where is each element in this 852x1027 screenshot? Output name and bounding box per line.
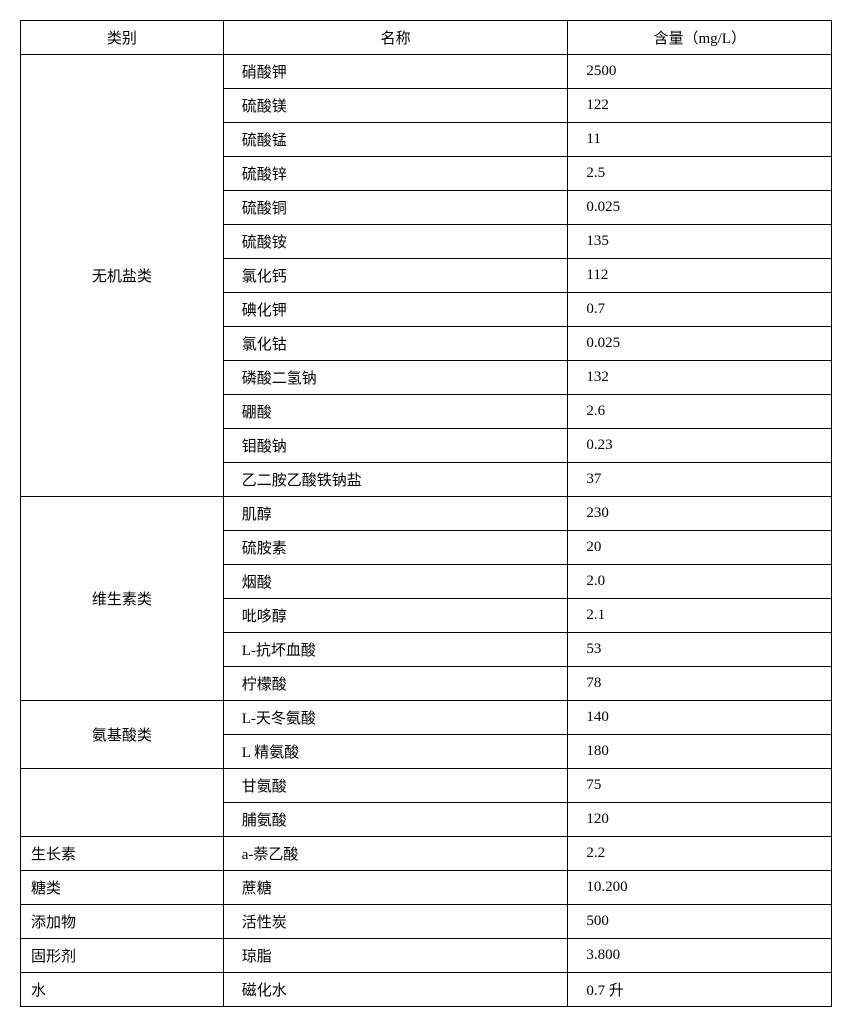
table-row: 生长素a-萘乙酸2.2 — [21, 837, 832, 871]
category-cell: 生长素 — [21, 837, 224, 871]
name-cell: 烟酸 — [223, 565, 568, 599]
value-cell: 180 — [568, 735, 832, 769]
value-cell: 0.7 升 — [568, 973, 832, 1007]
composition-table: 类别 名称 含量（mg/L） 无机盐类硝酸钾2500硫酸镁122硫酸锰11硫酸锌… — [20, 20, 832, 1007]
table-row: 甘氨酸75 — [21, 769, 832, 803]
category-cell: 水 — [21, 973, 224, 1007]
name-cell: 钼酸钠 — [223, 429, 568, 463]
table-body: 无机盐类硝酸钾2500硫酸镁122硫酸锰11硫酸锌2.5硫酸铜0.025硫酸铵1… — [21, 55, 832, 1007]
name-cell: L-抗坏血酸 — [223, 633, 568, 667]
name-cell: 硫胺素 — [223, 531, 568, 565]
value-cell: 11 — [568, 123, 832, 157]
name-cell: 磷酸二氢钠 — [223, 361, 568, 395]
name-cell: a-萘乙酸 — [223, 837, 568, 871]
header-value: 含量（mg/L） — [568, 21, 832, 55]
name-cell: 甘氨酸 — [223, 769, 568, 803]
value-cell: 2.1 — [568, 599, 832, 633]
category-cell: 维生素类 — [21, 497, 224, 701]
value-cell: 10.200 — [568, 871, 832, 905]
value-cell: 0.7 — [568, 293, 832, 327]
header-name: 名称 — [223, 21, 568, 55]
name-cell: 氯化钴 — [223, 327, 568, 361]
table-row: 氨基酸类L-天冬氨酸140 — [21, 701, 832, 735]
name-cell: 蔗糖 — [223, 871, 568, 905]
value-cell: 2.2 — [568, 837, 832, 871]
value-cell: 120 — [568, 803, 832, 837]
value-cell: 2.0 — [568, 565, 832, 599]
category-cell: 添加物 — [21, 905, 224, 939]
name-cell: 脯氨酸 — [223, 803, 568, 837]
category-cell: 固形剂 — [21, 939, 224, 973]
name-cell: 吡哆醇 — [223, 599, 568, 633]
name-cell: L 精氨酸 — [223, 735, 568, 769]
table-row: 固形剂琼脂3.800 — [21, 939, 832, 973]
value-cell: 2.6 — [568, 395, 832, 429]
value-cell: 112 — [568, 259, 832, 293]
name-cell: 柠檬酸 — [223, 667, 568, 701]
name-cell: 硫酸铜 — [223, 191, 568, 225]
name-cell: 硫酸锰 — [223, 123, 568, 157]
name-cell: 硫酸锌 — [223, 157, 568, 191]
value-cell: 0.23 — [568, 429, 832, 463]
category-cell: 无机盐类 — [21, 55, 224, 497]
value-cell: 140 — [568, 701, 832, 735]
name-cell: 硝酸钾 — [223, 55, 568, 89]
name-cell: 活性炭 — [223, 905, 568, 939]
category-cell: 氨基酸类 — [21, 701, 224, 769]
header-row: 类别 名称 含量（mg/L） — [21, 21, 832, 55]
value-cell: 2.5 — [568, 157, 832, 191]
value-cell: 75 — [568, 769, 832, 803]
table-row: 无机盐类硝酸钾2500 — [21, 55, 832, 89]
value-cell: 500 — [568, 905, 832, 939]
name-cell: 氯化钙 — [223, 259, 568, 293]
value-cell: 230 — [568, 497, 832, 531]
value-cell: 135 — [568, 225, 832, 259]
category-cell — [21, 769, 224, 837]
name-cell: 硫酸镁 — [223, 89, 568, 123]
value-cell: 122 — [568, 89, 832, 123]
header-category: 类别 — [21, 21, 224, 55]
table-row: 水磁化水0.7 升 — [21, 973, 832, 1007]
table-row: 糖类蔗糖10.200 — [21, 871, 832, 905]
name-cell: 硫酸铵 — [223, 225, 568, 259]
table-row: 添加物活性炭500 — [21, 905, 832, 939]
name-cell: L-天冬氨酸 — [223, 701, 568, 735]
value-cell: 2500 — [568, 55, 832, 89]
value-cell: 37 — [568, 463, 832, 497]
category-cell: 糖类 — [21, 871, 224, 905]
value-cell: 78 — [568, 667, 832, 701]
value-cell: 53 — [568, 633, 832, 667]
name-cell: 碘化钾 — [223, 293, 568, 327]
table-row: 维生素类肌醇230 — [21, 497, 832, 531]
value-cell: 132 — [568, 361, 832, 395]
value-cell: 20 — [568, 531, 832, 565]
name-cell: 肌醇 — [223, 497, 568, 531]
value-cell: 0.025 — [568, 191, 832, 225]
name-cell: 乙二胺乙酸铁钠盐 — [223, 463, 568, 497]
value-cell: 0.025 — [568, 327, 832, 361]
name-cell: 硼酸 — [223, 395, 568, 429]
value-cell: 3.800 — [568, 939, 832, 973]
name-cell: 磁化水 — [223, 973, 568, 1007]
name-cell: 琼脂 — [223, 939, 568, 973]
